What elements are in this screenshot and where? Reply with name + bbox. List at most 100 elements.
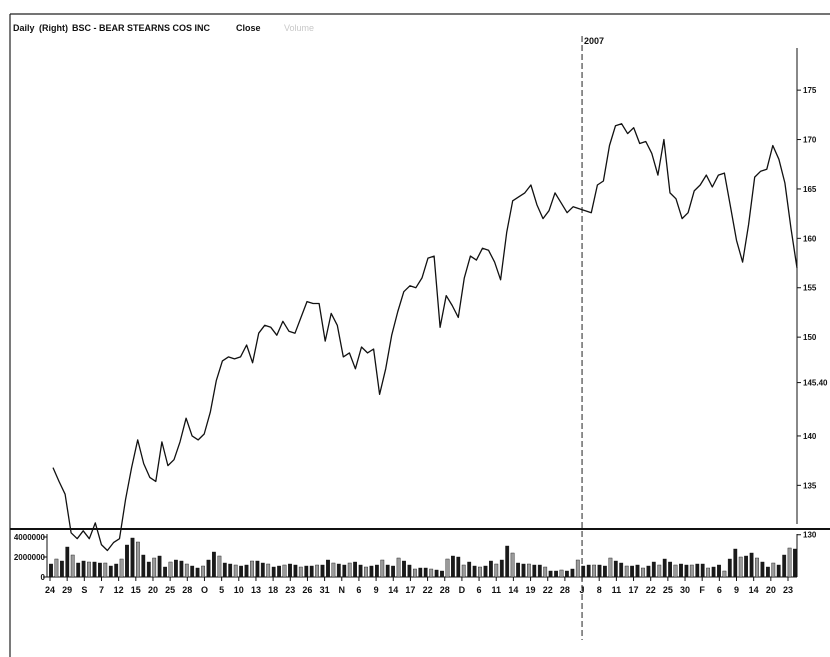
date-tick-label: S (81, 585, 87, 595)
volume-bar (510, 552, 515, 578)
date-tick-label: 23 (285, 585, 295, 595)
price-tick-label: 130 (803, 531, 817, 540)
volume-bar (304, 565, 309, 578)
date-tick-label: 6 (717, 585, 722, 595)
date-tick-label: 25 (663, 585, 673, 595)
date-tick-label: 12 (114, 585, 124, 595)
volume-bar (472, 565, 477, 578)
volume-bar (298, 566, 303, 578)
price-tick-label: 175 (803, 86, 817, 95)
header-axis-side: (Right) (39, 23, 68, 33)
date-tick-label: 28 (182, 585, 192, 595)
date-axis-ticks: 24 29 S 7 12 15 20 25 28 O 5 10 13 18 23 26 31 N 6 9 14 17 22 2… (45, 577, 793, 595)
volume-bar (288, 563, 292, 578)
volume-bar (293, 564, 298, 578)
volume-bar (211, 551, 216, 578)
date-tick-label: 30 (680, 585, 690, 595)
volume-bar (141, 554, 146, 578)
date-tick-label: D (459, 585, 466, 595)
price-tick-label: 145.40 (803, 379, 828, 388)
date-tick-label: 10 (234, 585, 244, 595)
volume-bar (657, 564, 662, 578)
volume-bar (592, 564, 597, 578)
volume-bar (195, 567, 200, 578)
volume-bar (60, 560, 64, 578)
volume-bar (418, 567, 423, 578)
volume-bar (700, 563, 705, 578)
date-tick-label: 28 (440, 585, 450, 595)
volume-bar (662, 558, 667, 578)
volume-bars (49, 537, 797, 578)
volume-bar (65, 546, 70, 578)
volume-bar (543, 566, 548, 578)
date-tick-label: J (580, 585, 585, 595)
volume-bar (114, 563, 119, 578)
date-tick-label: 13 (251, 585, 261, 595)
date-tick-label: 24 (45, 585, 55, 595)
date-tick-label: 11 (612, 585, 622, 595)
volume-bar (499, 559, 504, 578)
volume-bar (467, 561, 472, 578)
volume-bar (668, 561, 673, 578)
header-field: Close (236, 23, 261, 33)
volume-bar (315, 564, 319, 578)
volume-bar (81, 560, 86, 578)
date-tick-label: 8 (597, 585, 602, 595)
volume-tick-label: 2000000 (14, 553, 46, 562)
date-tick-label: 17 (405, 585, 415, 595)
volume-bar (451, 555, 455, 578)
volume-bar (597, 564, 602, 578)
volume-bar (641, 567, 645, 578)
volume-bar (717, 564, 721, 578)
volume-bar (97, 562, 102, 578)
volume-bar (445, 558, 450, 578)
volume-bar (125, 544, 129, 578)
date-tick-label: 6 (356, 585, 361, 595)
date-tick-label: 31 (320, 585, 330, 595)
volume-bar (738, 556, 743, 578)
volume-bar (103, 562, 108, 578)
volume-bar (548, 570, 553, 578)
date-tick-label: 23 (783, 585, 793, 595)
volume-bar (624, 565, 629, 578)
volume-bar (342, 564, 347, 578)
date-tick-label: 14 (388, 585, 398, 595)
volume-bar (771, 562, 776, 578)
volume-bar (603, 565, 607, 578)
volume-bar (244, 564, 249, 578)
date-tick-label: N (339, 585, 346, 595)
volume-bar (239, 565, 243, 578)
price-axis-ticks: 175 170 165 160 155 150 145.40 140 135 130 (797, 86, 828, 540)
volume-bar (407, 564, 412, 578)
volume-bar (353, 561, 357, 578)
volume-bar (217, 555, 222, 578)
volume-bar (478, 566, 482, 578)
date-tick-label: O (201, 585, 208, 595)
price-tick-label: 150 (803, 333, 817, 342)
volume-bar (92, 561, 97, 578)
price-tick-label: 155 (803, 284, 817, 293)
volume-bar (581, 565, 586, 578)
volume-bar (559, 569, 564, 578)
volume-bar (108, 565, 113, 578)
volume-bar (336, 563, 341, 578)
volume-bar (402, 560, 406, 578)
date-tick-label: 18 (268, 585, 278, 595)
volume-bar (70, 554, 75, 578)
volume-bar (255, 560, 260, 578)
volume-bar (266, 563, 271, 578)
volume-bar (163, 566, 167, 578)
date-tick-label: 20 (148, 585, 158, 595)
volume-bar (201, 565, 205, 578)
volume-bar (423, 567, 428, 578)
header-period: Daily (13, 23, 35, 33)
volume-bar (575, 559, 580, 578)
date-tick-label: 9 (374, 585, 379, 595)
volume-bar (190, 565, 195, 578)
volume-bar (250, 560, 254, 578)
volume-bar (309, 565, 314, 578)
volume-bar (233, 564, 238, 578)
date-tick-label: 11 (491, 585, 501, 595)
